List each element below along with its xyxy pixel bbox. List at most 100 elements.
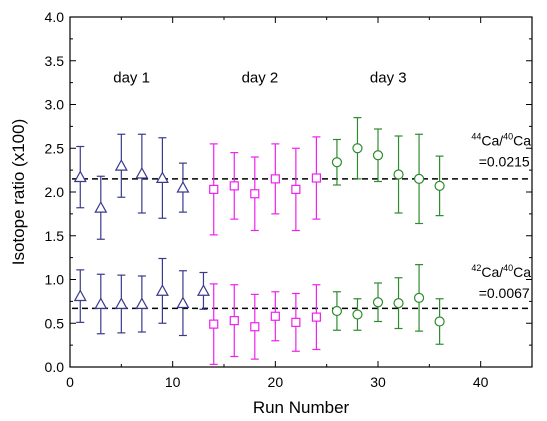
day-label: day 3	[370, 70, 407, 87]
data-point	[352, 298, 363, 331]
square-marker	[311, 312, 321, 322]
triangle-marker	[155, 284, 169, 296]
x-tick-label: 0	[66, 374, 74, 390]
circle-marker	[331, 157, 343, 168]
data-point	[176, 162, 190, 213]
triangle-marker	[135, 166, 149, 179]
data-point	[393, 277, 404, 330]
square-marker	[229, 181, 239, 191]
circle-marker	[434, 316, 445, 327]
x-tick-label: 30	[370, 374, 386, 390]
data-point	[393, 135, 404, 214]
data-point	[250, 293, 260, 360]
triangle-marker	[155, 171, 169, 183]
y-tick-label: 2.0	[45, 184, 65, 200]
data-point	[196, 271, 210, 310]
y-tick-label: 3.0	[45, 97, 65, 113]
data-point	[229, 152, 239, 220]
day-label: day 1	[113, 70, 150, 87]
square-marker	[229, 316, 239, 326]
data-point	[135, 133, 149, 214]
data-point	[135, 275, 149, 333]
circle-marker	[413, 173, 425, 184]
data-point	[229, 284, 239, 358]
x-tick-label: 20	[268, 374, 284, 390]
y-axis-title: Isotope ratio (x100)	[9, 119, 28, 265]
data-point	[209, 283, 219, 365]
data-point	[209, 143, 219, 236]
data-point	[94, 273, 108, 335]
circle-marker	[331, 305, 343, 317]
data-point	[73, 145, 87, 209]
triangle-marker	[196, 284, 210, 296]
square-marker	[270, 174, 280, 184]
ratio-label: 42Ca/40Ca	[471, 263, 531, 280]
triangle-marker	[176, 296, 190, 309]
data-point	[73, 269, 87, 323]
data-point	[331, 138, 343, 186]
data-point	[372, 282, 384, 323]
ratio-value-label: =0.0215	[479, 154, 530, 170]
y-axis: 0.0 0.5 1.0 1.5 2.0 2.5 3.0 3.5 4.0	[45, 9, 532, 375]
square-marker	[270, 311, 280, 321]
y-tick-label: 2.5	[45, 140, 65, 156]
x-axis: 0 10 20 30 40	[66, 17, 489, 390]
x-tick-label: 10	[165, 374, 181, 390]
data-point	[413, 264, 425, 332]
square-marker	[311, 173, 321, 183]
data-point	[155, 257, 169, 324]
circle-marker	[372, 297, 384, 308]
circle-marker	[393, 298, 404, 309]
triangle-marker	[114, 159, 128, 171]
data-point	[176, 270, 190, 337]
data-point	[331, 291, 343, 331]
data-point	[413, 133, 425, 225]
y-tick-label: 0.5	[45, 315, 65, 331]
circle-marker	[393, 169, 404, 180]
data-point	[352, 117, 363, 180]
ratio-value-label: =0.0067	[479, 285, 530, 301]
data-point	[311, 284, 321, 351]
data-point	[155, 137, 169, 219]
circle-marker	[434, 180, 445, 191]
y-tick-label: 4.0	[45, 9, 65, 25]
data-point	[114, 274, 128, 334]
triangle-marker	[94, 297, 108, 309]
circle-marker	[352, 143, 363, 154]
plot-area: 44Ca/40Ca =0.0215 42Ca/40Ca =0.0067 day 1 day…	[72, 70, 531, 365]
y-tick-label: 1.5	[45, 228, 65, 244]
triangle-marker	[73, 289, 87, 302]
data-point	[270, 291, 280, 342]
data-point	[270, 143, 280, 215]
x-axis-title: Run Number	[253, 398, 350, 417]
y-tick-label: 3.5	[45, 53, 65, 69]
triangle-marker	[176, 180, 190, 193]
triangle-marker	[114, 297, 128, 309]
data-point	[114, 133, 128, 198]
y-tick-label: 0.0	[45, 359, 65, 375]
square-marker	[291, 317, 301, 327]
square-marker	[250, 189, 260, 199]
circle-marker	[352, 309, 363, 320]
square-marker	[209, 319, 219, 329]
ratio-label: 44Ca/40Ca	[471, 132, 531, 149]
triangle-marker	[135, 297, 149, 309]
data-point	[434, 298, 445, 345]
circle-marker	[413, 292, 425, 303]
y-tick-label: 1.0	[45, 272, 65, 288]
square-marker	[250, 322, 260, 332]
data-point	[250, 156, 260, 232]
data-point	[291, 147, 301, 232]
data-point	[434, 155, 445, 217]
data-point	[372, 128, 384, 183]
circle-marker	[372, 150, 384, 161]
x-tick-label: 40	[473, 374, 489, 390]
data-point	[311, 136, 321, 220]
square-marker	[291, 184, 301, 194]
triangle-marker	[73, 170, 87, 183]
triangle-marker	[94, 201, 108, 213]
square-marker	[209, 184, 219, 194]
data-point	[94, 175, 108, 240]
day-label: day 2	[242, 70, 279, 87]
